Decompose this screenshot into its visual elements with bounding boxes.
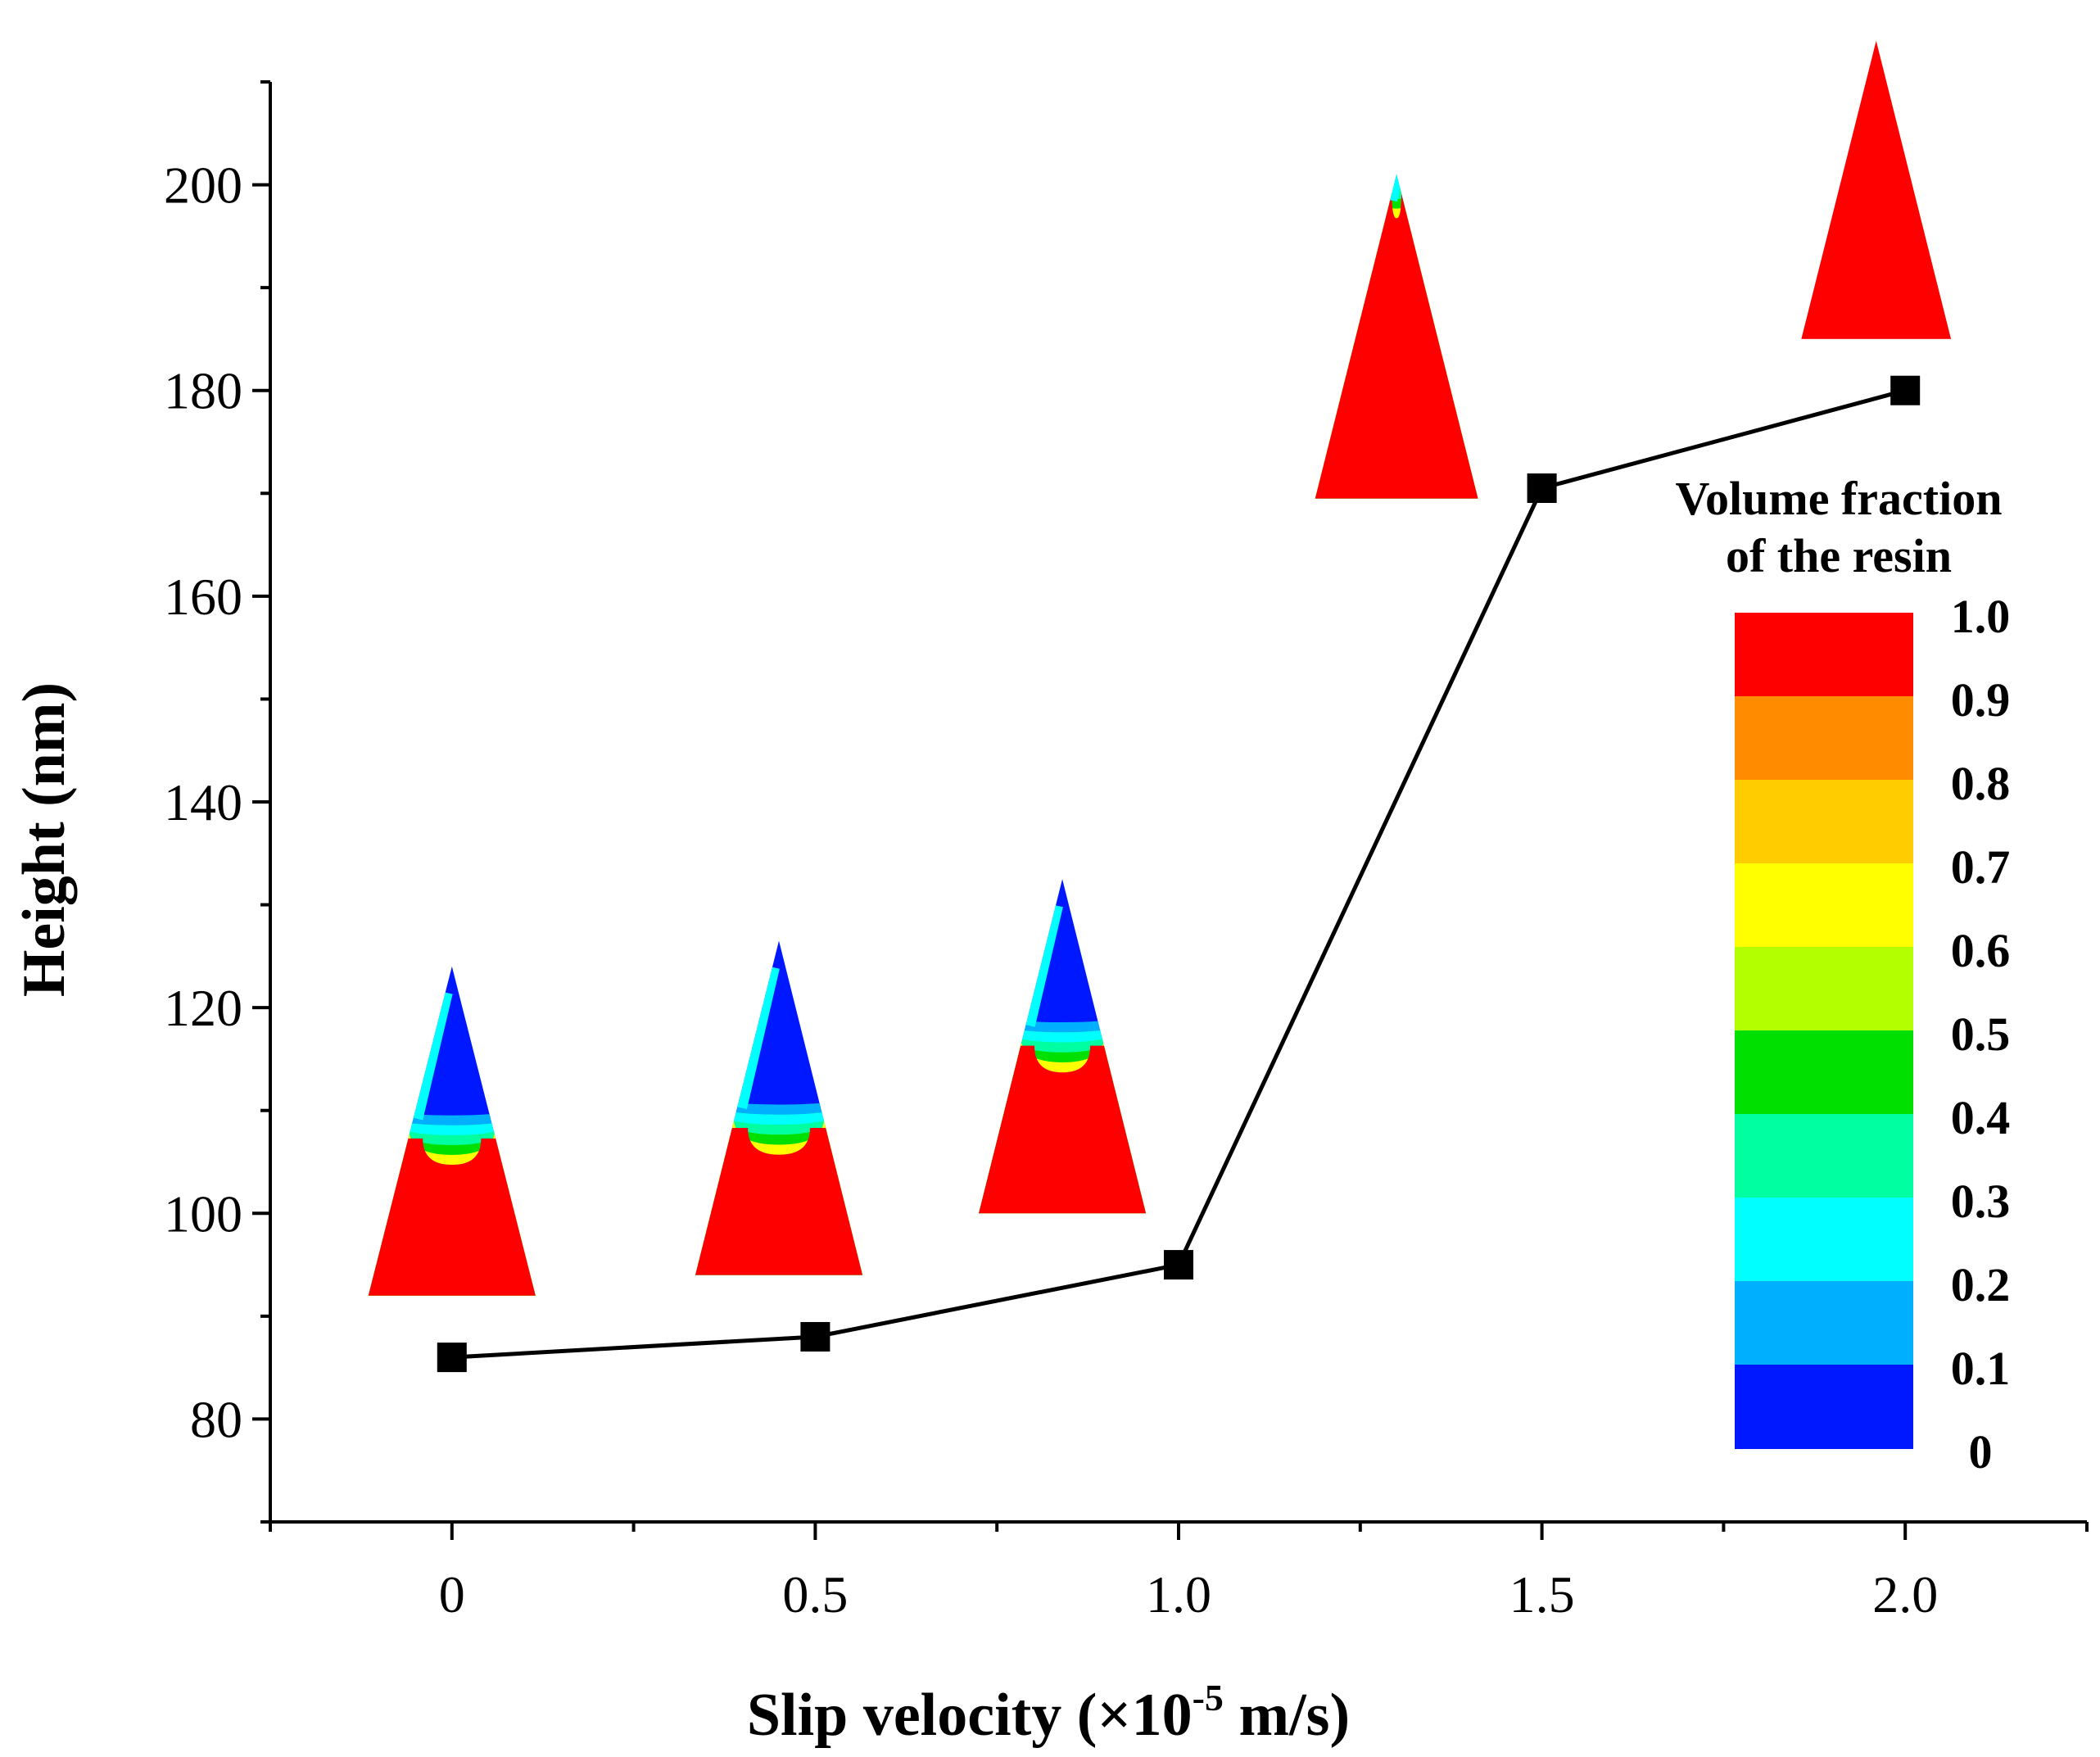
y-tick-label: 100 — [164, 1184, 242, 1243]
colorbar-band — [1735, 1030, 1913, 1115]
droplet-inset — [368, 966, 536, 1296]
contour-rim — [1023, 904, 1063, 1027]
contour-rim — [1386, 174, 1403, 202]
droplet-inset — [695, 940, 863, 1275]
data-point — [1527, 473, 1557, 504]
x-tick-label: 2.0 — [1872, 1565, 1938, 1623]
contour-band — [1315, 192, 1478, 499]
x-tick-label: 1.5 — [1509, 1565, 1575, 1623]
colorbar-band — [1735, 1114, 1913, 1198]
y-tick-label: 180 — [164, 362, 242, 420]
y-tick-label: 120 — [164, 979, 242, 1037]
y-axis-title: Height (nm) — [11, 682, 78, 997]
data-point — [1164, 1250, 1193, 1280]
data-point — [800, 1321, 830, 1352]
colorbar-band — [1735, 1198, 1913, 1282]
colorbar-band — [1735, 1281, 1913, 1365]
x-axis-title-tail: m/s) — [1224, 1682, 1350, 1749]
x-tick-label: 1.0 — [1146, 1565, 1211, 1623]
y-tick-label: 200 — [164, 156, 242, 215]
x-tick-label: 0 — [439, 1565, 465, 1623]
colorbar-band — [1735, 696, 1913, 781]
axes: 80 100 120 140 160 180 200 0 0.5 1.0 1.5 2.0 — [164, 80, 2089, 1623]
colorbar-label: 1.0 — [1951, 590, 2011, 643]
data-point — [437, 1343, 467, 1373]
droplet-inset — [979, 879, 1147, 1214]
colorbar-band — [1735, 613, 1913, 697]
colorbar-label: 0.5 — [1951, 1008, 2011, 1061]
droplet-body — [979, 879, 1147, 1214]
colorbar-label: 0.1 — [1951, 1342, 2011, 1395]
y-tick-label: 140 — [164, 773, 242, 831]
y-tick-label: 160 — [164, 568, 242, 626]
data-point — [1890, 375, 1921, 405]
droplet-body — [368, 966, 536, 1296]
axis-titles: Height (nm) Slip velocity (×10-5 m/s) — [11, 682, 1350, 1749]
resin-region — [1801, 40, 1952, 339]
colorbar-band — [1735, 863, 1913, 948]
colorbar-label: 0.2 — [1951, 1258, 2011, 1311]
droplet-body — [695, 940, 863, 1275]
colorbar-label: 0.6 — [1951, 924, 2011, 977]
colorbar-label: 0.4 — [1951, 1091, 2011, 1144]
colorbar-label: 0 — [1969, 1425, 1993, 1479]
droplet-body — [1315, 174, 1478, 499]
droplet-insets — [368, 40, 1952, 1296]
droplet-body — [1801, 40, 1952, 339]
colorbar-label: 0.3 — [1951, 1175, 2011, 1228]
x-axis-title: Slip velocity (×10-5 m/s) — [747, 1677, 1350, 1749]
colorbar-band — [1735, 947, 1913, 1031]
legend-title-line: Volume fraction — [1676, 472, 2003, 525]
series — [437, 375, 1921, 1373]
x-axis-title-main: Slip velocity (×10 — [747, 1682, 1193, 1749]
x-tick-label: 0.5 — [782, 1565, 848, 1623]
colorbar-band — [1735, 1365, 1913, 1449]
droplet-inset — [1801, 40, 1952, 339]
colorbar-label: 0.7 — [1951, 840, 2011, 894]
contour-rim — [411, 991, 453, 1121]
droplet-inset — [1315, 174, 1478, 499]
legend-title-line: of the resin — [1726, 529, 1952, 582]
colorbar-label: 0.9 — [1951, 673, 2011, 727]
x-axis-title-superscript: -5 — [1193, 1677, 1224, 1719]
colorbar-band — [1735, 780, 1913, 864]
series-line — [451, 388, 1906, 1360]
contour-rim — [735, 966, 780, 1110]
colorbar-label: 0.8 — [1951, 757, 2011, 810]
y-tick-label: 80 — [190, 1390, 242, 1448]
